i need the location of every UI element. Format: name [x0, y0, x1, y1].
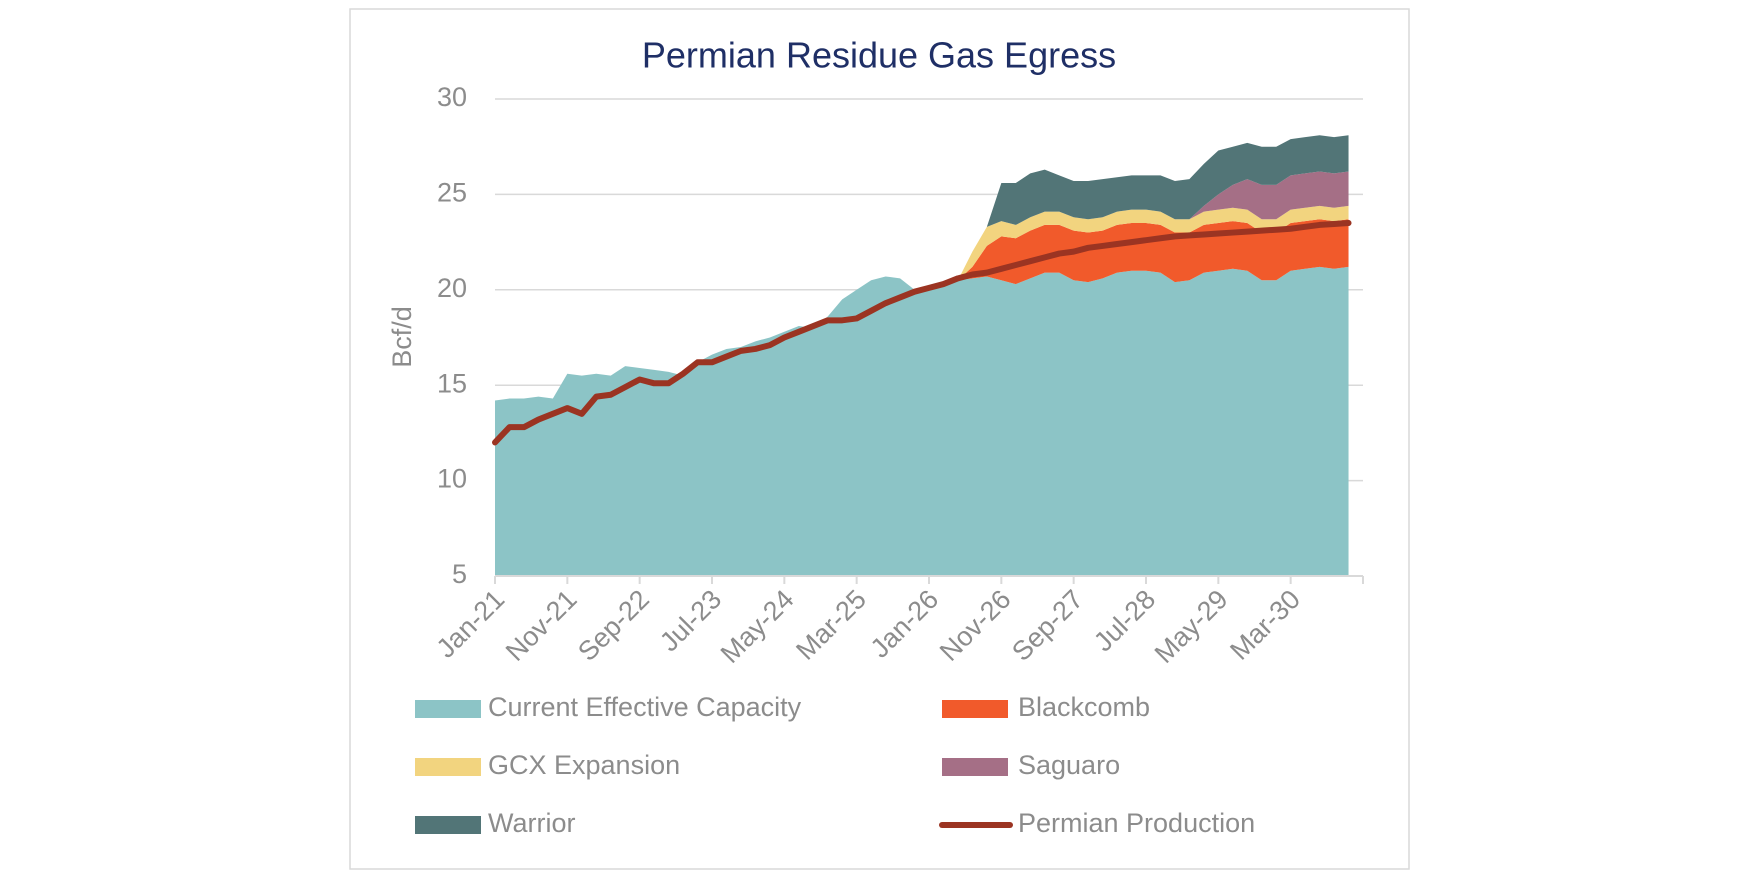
area-series [495, 171, 1349, 401]
legend-label: Saguaro [1018, 750, 1120, 780]
y-tick-label: 20 [437, 273, 467, 303]
legend-swatch [942, 700, 1008, 718]
area-series [495, 205, 1349, 401]
y-tick-label: 10 [437, 464, 467, 494]
chart-title: Permian Residue Gas Egress [642, 35, 1116, 76]
y-tick-label: 30 [437, 82, 467, 112]
legend-label: GCX Expansion [488, 750, 680, 780]
y-tick-label: 5 [452, 559, 467, 589]
legend-swatch [415, 700, 481, 718]
y-axis-label: Bcf/d [387, 306, 417, 368]
line-series [492, 220, 1352, 446]
area-series [495, 135, 1349, 401]
y-tick-label: 25 [437, 178, 467, 208]
area-series [495, 219, 1349, 401]
legend-swatch [415, 758, 481, 776]
area-series [495, 266, 1349, 576]
legend-swatch [415, 816, 481, 834]
y-tick-label: 15 [437, 368, 467, 398]
legend-label: Blackcomb [1018, 692, 1150, 722]
legend-label: Permian Production [1018, 808, 1255, 838]
legend-label: Warrior [488, 808, 576, 838]
legend-swatch [942, 758, 1008, 776]
legend-label: Current Effective Capacity [488, 692, 802, 722]
